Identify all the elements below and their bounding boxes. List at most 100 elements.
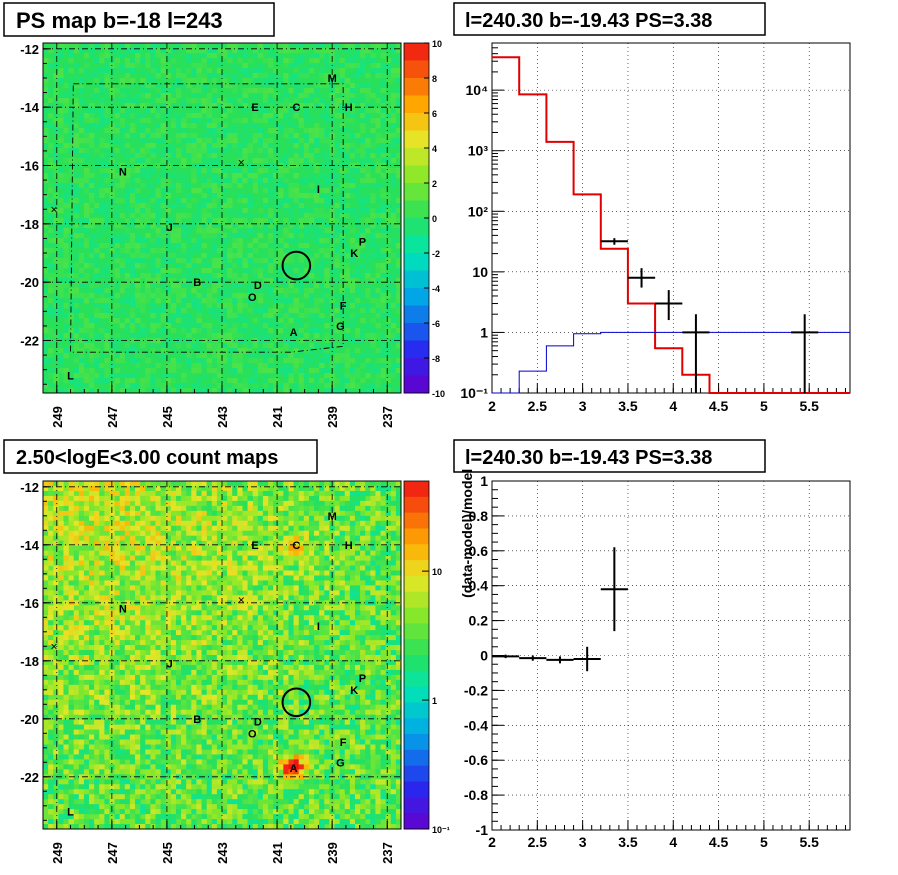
- heatmap-cell: [181, 43, 187, 49]
- heatmap-cell: [83, 585, 90, 591]
- heatmap-cell: [324, 338, 330, 344]
- heatmap-cell: [273, 183, 279, 189]
- heatmap-cell: [63, 585, 69, 591]
- heatmap-cell: [129, 133, 136, 139]
- heatmap-cell: [370, 223, 376, 229]
- heatmap-cell: [181, 83, 187, 89]
- heatmap-cell: [53, 293, 59, 299]
- heatmap-cell: [94, 158, 100, 164]
- heatmap-cell: [278, 258, 284, 264]
- heatmap-cell: [278, 253, 284, 259]
- heatmap-cell: [58, 368, 64, 374]
- heatmap-cell: [135, 560, 141, 566]
- heatmap-cell: [114, 585, 121, 591]
- heatmap-cell: [196, 88, 202, 94]
- heatmap-cell: [283, 118, 289, 124]
- heatmap-cell: [145, 630, 151, 636]
- heatmap-cell: [334, 113, 340, 119]
- heatmap-cell: [104, 328, 110, 334]
- heatmap-cell: [53, 729, 59, 735]
- heatmap-cell: [283, 98, 289, 104]
- heatmap-cell: [99, 570, 105, 576]
- heatmap-cell: [99, 640, 105, 646]
- heatmap-cell: [145, 490, 151, 497]
- heatmap-cell: [135, 253, 141, 259]
- heatmap-cell: [273, 323, 279, 329]
- heatmap-cell: [288, 128, 294, 134]
- heatmap-cell: [334, 63, 340, 69]
- heatmap-cell: [114, 640, 121, 646]
- heatmap-cell: [129, 724, 136, 730]
- heatmap-cell: [155, 123, 161, 129]
- heatmap-cell: [140, 203, 146, 209]
- heatmap-cell: [191, 93, 197, 99]
- heatmap-cell: [68, 664, 74, 671]
- heatmap-cell: [334, 188, 340, 194]
- y-tick-label: -12: [20, 42, 39, 57]
- heatmap-cell: [216, 223, 223, 229]
- heatmap-cell: [232, 173, 238, 179]
- heatmap-cell: [150, 655, 156, 661]
- heatmap-cell: [211, 48, 218, 54]
- heatmap-cell: [186, 113, 192, 119]
- heatmap-cell: [201, 363, 207, 369]
- heatmap-cell: [354, 303, 361, 309]
- heatmap-cell: [104, 824, 110, 830]
- heatmap-cell: [68, 48, 74, 54]
- heatmap-cell: [155, 481, 161, 487]
- heatmap-cell: [232, 243, 238, 249]
- heatmap-cell: [237, 303, 243, 309]
- heatmap-cell: [78, 243, 85, 249]
- heatmap-cell: [119, 500, 126, 507]
- heatmap-cell: [135, 118, 141, 124]
- heatmap-cell: [237, 118, 243, 124]
- heatmap-cell: [268, 278, 274, 284]
- heatmap-cell: [242, 128, 248, 134]
- heatmap-cell: [380, 278, 386, 284]
- heatmap-cell: [191, 78, 197, 84]
- heatmap-cell: [385, 313, 392, 319]
- heatmap-cell: [283, 218, 289, 224]
- heatmap-cell: [48, 63, 54, 69]
- heatmap-cell: [73, 709, 80, 715]
- heatmap-cell: [155, 213, 161, 219]
- heatmap-cell: [257, 168, 264, 174]
- heatmap-cell: [114, 645, 121, 651]
- heatmap-cell: [395, 128, 402, 134]
- heatmap-cell: [344, 283, 351, 289]
- heatmap-cell: [114, 148, 121, 154]
- heatmap-cell: [109, 540, 115, 546]
- source-label-I: I: [317, 184, 320, 196]
- source-label-F: F: [340, 301, 347, 313]
- heatmap-cell: [89, 530, 95, 536]
- heatmap-cell: [370, 103, 376, 109]
- heatmap-cell: [140, 293, 146, 299]
- heatmap-cell: [150, 719, 156, 725]
- heatmap-cell: [222, 308, 228, 314]
- heatmap-cell: [114, 138, 121, 144]
- heatmap-cell: [119, 749, 126, 755]
- heatmap-cell: [222, 53, 228, 59]
- heatmap-cell: [293, 78, 300, 84]
- heatmap-cell: [354, 348, 361, 354]
- heatmap-cell: [129, 308, 136, 314]
- heatmap-cell: [140, 253, 146, 259]
- heatmap-cell: [89, 490, 95, 497]
- heatmap-cell: [104, 809, 110, 815]
- heatmap-cell: [83, 188, 90, 194]
- heatmap-cell: [63, 794, 69, 800]
- heatmap-cell: [145, 88, 151, 94]
- heatmap-cell: [165, 138, 172, 144]
- heatmap-cell: [129, 804, 136, 810]
- heatmap-cell: [257, 348, 264, 354]
- heatmap-cell: [232, 313, 238, 319]
- heatmap-cell: [78, 293, 85, 299]
- heatmap-cell: [334, 83, 340, 89]
- heatmap-cell: [119, 679, 126, 686]
- heatmap-cell: [278, 188, 284, 194]
- heatmap-cell: [104, 620, 110, 626]
- heatmap-cell: [329, 363, 335, 369]
- heatmap-cell: [170, 328, 177, 334]
- heatmap-cell: [63, 328, 69, 334]
- x-tick-label: 249: [50, 406, 65, 428]
